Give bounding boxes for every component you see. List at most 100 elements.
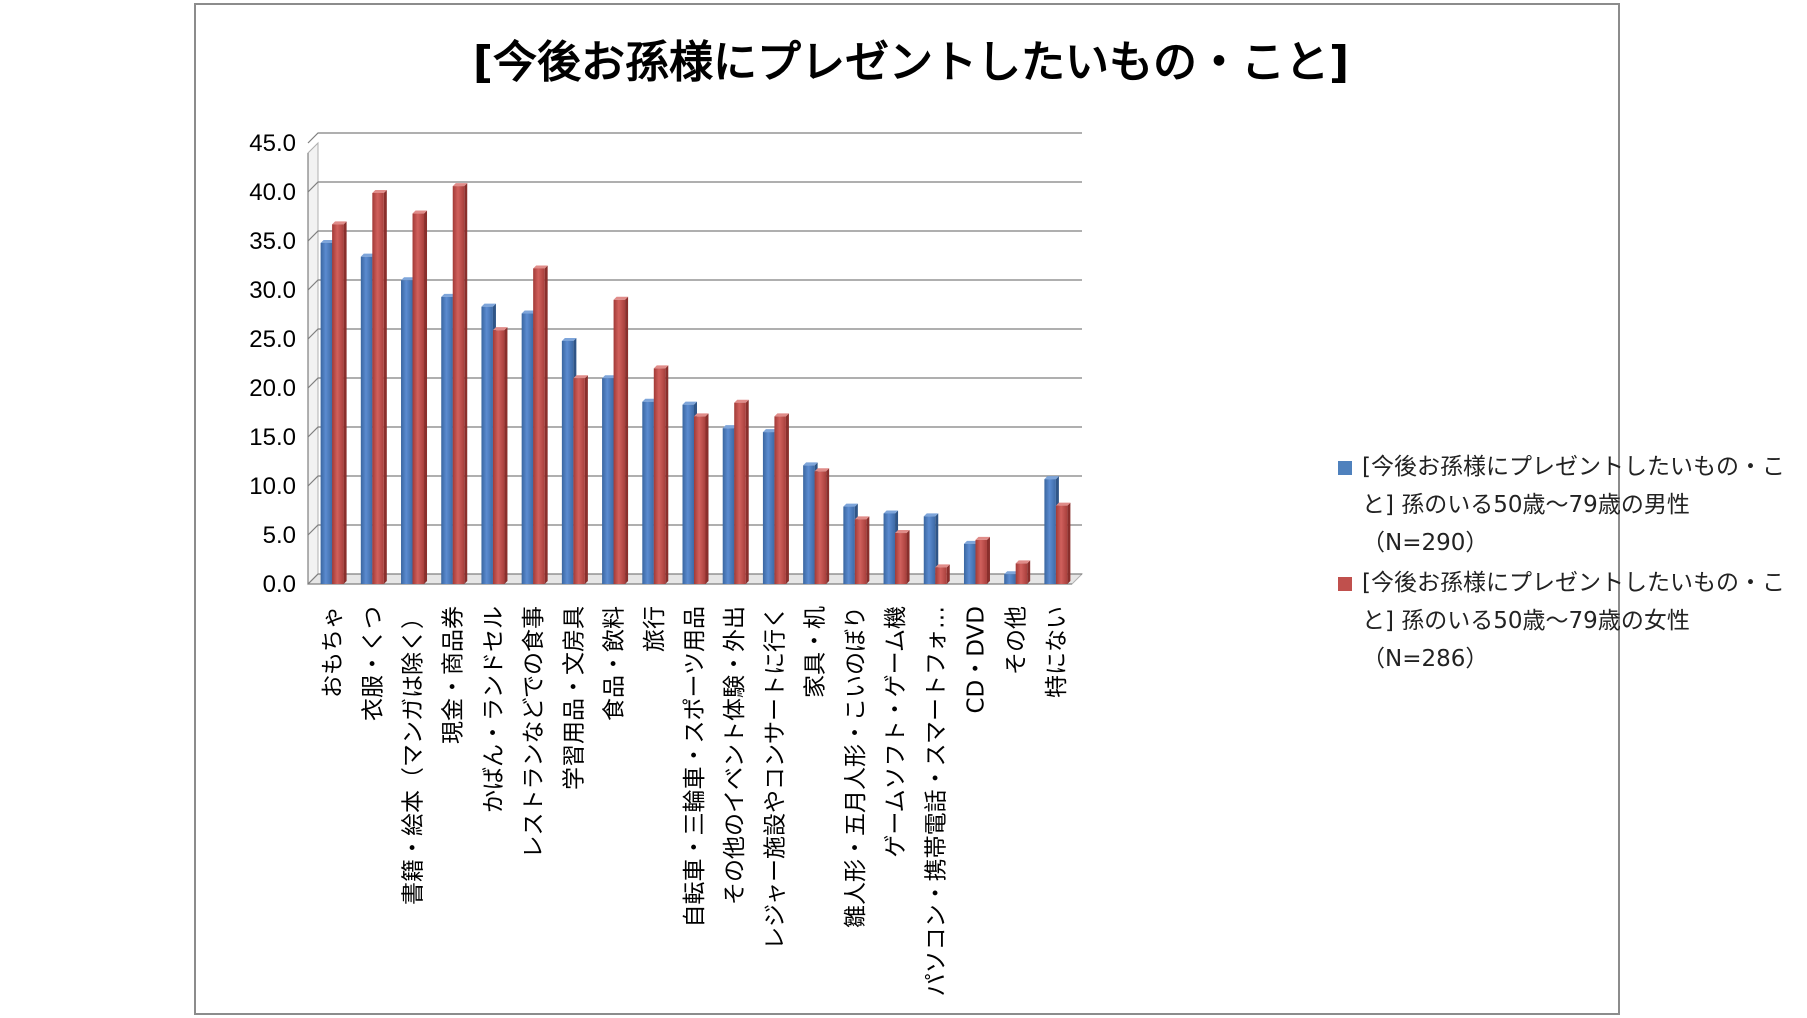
bar-male [320,242,333,584]
y-tick-label: 30.0 [249,277,296,304]
bar-female [332,224,344,584]
x-category-label: 食品・飲料 [602,606,628,721]
bar-female [372,192,384,585]
x-category-label: その他 [1004,606,1030,675]
bar-female [1055,505,1068,584]
chart-canvas: [今後お孫様にプレゼントしたいもの・こと] 0.0 5.0 10.0 15.0 20.0… [249,37,1349,996]
y-tick-label: 25.0 [249,326,296,353]
gridline [307,230,1082,242]
x-category-label: パソコン・携帯電話・スマートフォ… [923,606,949,996]
bar-female-top [573,375,588,379]
bar-male [602,378,614,584]
bar-female [1015,563,1028,584]
bar-female [694,416,706,584]
bar-male-top [360,253,376,257]
bar-female [533,268,545,584]
x-category-label: 現金・商品券 [441,606,467,744]
y-tick-label: 20.0 [249,375,296,402]
bar-male-top [762,429,778,433]
bar-female-top [734,399,749,403]
x-category-label: CD・DVD [963,606,989,714]
gridline [307,377,1082,389]
y-tick-label: 40.0 [249,179,296,206]
bar-female-side [906,530,910,584]
plot-area: 0.0 5.0 10.0 15.0 20.0 25.0 30.0 35.0 40.0 45.0 おも… [249,130,1084,996]
bar-female [814,471,827,584]
bar-male-top [1004,571,1019,575]
x-category-label: レストランなどでの食事 [521,606,547,859]
bar-female-top [975,536,990,540]
x-category-label: 家具・机 [803,606,829,698]
y-tick-label: 10.0 [249,473,296,500]
bar-male [561,340,574,584]
gridline [307,132,1082,144]
legend-swatch-female [1338,577,1352,591]
x-category-label: 衣服・くつ [360,606,386,721]
bar-female [774,416,786,584]
bar-male-top [963,540,979,544]
chart-side-wall [307,141,319,586]
x-category-label: おもちゃ [320,606,346,698]
bar-female-side [1067,502,1071,584]
gridline [307,279,1082,291]
bar-female-top [694,413,709,417]
bar-male [481,306,493,584]
bar-female-side [785,413,789,584]
bar-female-top [1055,502,1071,506]
bar-male-top [722,425,738,429]
bar-female-side [424,210,428,584]
bar-male-top [682,401,697,405]
bar-female [935,567,947,584]
x-category-label: 学習用品・文房具 [561,606,587,790]
x-category-label: 旅行 [642,606,668,652]
bar-male [963,543,976,584]
y-tick-label: 35.0 [249,228,296,255]
bar-female-side [826,468,830,584]
bar-male [883,513,896,584]
bar-female-side [464,183,468,584]
y-tick-label: 15.0 [249,424,296,451]
legend-entry-male: [今後お孫様にプレゼントしたいもの・こと] 孫のいる50歳～79歳の男性（N=2… [1338,448,1798,562]
bar-male-top [561,337,577,341]
bar-female-top [1015,560,1031,564]
bar-male-top [602,375,617,379]
gridline [307,328,1082,340]
bar-male [682,404,694,584]
bar-female-side [544,265,548,584]
x-category-label: 書籍・絵本（マンガは除く） [401,606,427,905]
bar-female-side [504,327,508,584]
bar-female [734,402,746,584]
bar-female-top [854,516,870,520]
bar-female-top [774,413,789,417]
chart-title: [今後お孫様にプレゼントしたいもの・こと] [473,37,1349,88]
bar-female-side [946,564,950,584]
bar-female-side [745,399,749,584]
bar-female-side [866,516,870,584]
bar-female-top [935,564,950,568]
bar-male [722,428,735,584]
bar-female-top [613,296,629,300]
bar-female [653,368,666,584]
bar-male-top [481,303,496,307]
x-category-label: 雛人形・五月人形・こいのぼり [843,606,869,928]
legend-label-female: [今後お孫様にプレゼントしたいもの・こと] 孫のいる50歳～79歳の女性（N=2… [1362,570,1785,672]
bar-female [854,519,867,584]
bar-male [521,313,534,584]
chart-frame: [今後お孫様にプレゼントしたいもの・こと] 0.0 5.0 10.0 15.0 20.0… [194,3,1785,1015]
bar-female-top [814,468,830,472]
bar-female-side [625,296,629,584]
bar-female [613,299,626,584]
x-category-label: かばん・ランドセル [481,606,507,813]
x-category-label: レジャー施設やコンサートに行く [762,606,788,950]
bar-male-top [441,293,456,297]
bar-male [642,401,654,584]
bar-female [975,539,987,584]
bar-female-side [705,413,709,584]
bar-female-side [383,189,387,585]
x-category-label: ゲームソフト・ゲーム機 [883,606,909,858]
bar-male [843,506,855,584]
bar-female-side [986,536,990,584]
bar-male [762,432,775,584]
legend-entry-female: [今後お孫様にプレゼントしたいもの・こと] 孫のいる50歳～79歳の女性（N=2… [1338,564,1798,678]
bar-female-top [332,221,347,225]
